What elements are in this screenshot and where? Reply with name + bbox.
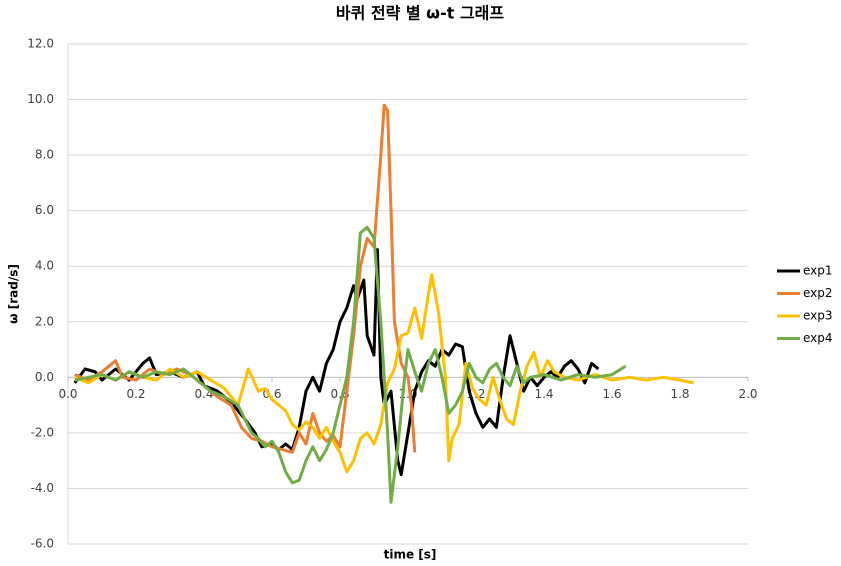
y-tick-label: 8.0: [35, 148, 54, 162]
line-series: [74, 225, 627, 504]
legend-label: exp1: [803, 264, 833, 278]
line-series: [74, 273, 694, 474]
y-tick-label: -4.0: [31, 481, 54, 495]
x-tick-label: 0.2: [126, 387, 145, 401]
y-tick-label: 10.0: [27, 92, 54, 106]
y-tick-label: 0.0: [35, 370, 54, 384]
y-tick-label: 4.0: [35, 259, 54, 273]
legend-label: exp4: [803, 331, 833, 345]
chart-title: 바퀴 전략 별 ω-t 그래프: [336, 4, 505, 23]
y-axis-label: ω [rad/s]: [7, 264, 21, 324]
y-tick-label: 2.0: [35, 314, 54, 328]
x-tick-label: 0.0: [58, 387, 77, 401]
x-tick-label: 1.6: [602, 387, 621, 401]
x-axis-label: time [s]: [384, 548, 437, 562]
legend-label: exp2: [803, 286, 833, 300]
y-tick-label: -6.0: [31, 537, 54, 551]
x-tick-label: 2.0: [738, 387, 757, 401]
y-tick-label: 12.0: [27, 37, 54, 51]
x-tick-label: 1.8: [670, 387, 689, 401]
legend-label: exp3: [803, 309, 833, 323]
y-tick-label: -2.0: [31, 425, 54, 439]
x-tick-label: 1.4: [534, 387, 553, 401]
y-tick-label: 6.0: [35, 203, 54, 217]
